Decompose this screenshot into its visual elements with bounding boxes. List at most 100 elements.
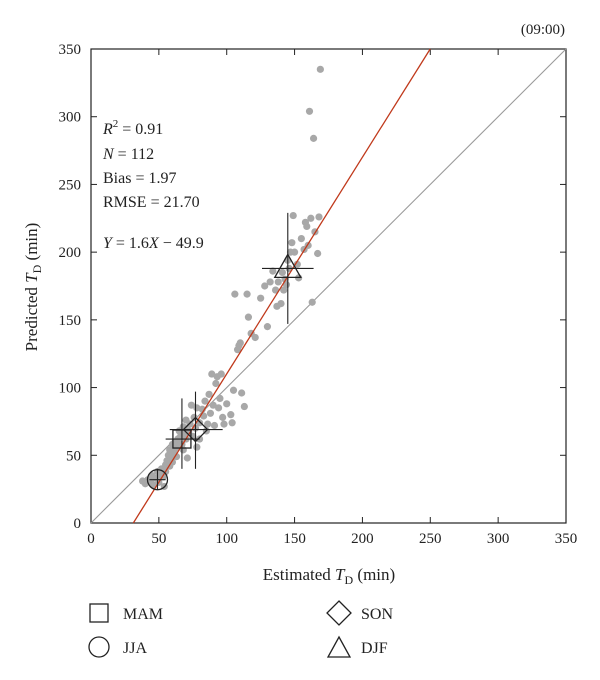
stat-bias: Bias = 1.97: [103, 170, 176, 187]
legend-label-son: SON: [361, 606, 393, 623]
data-point: [208, 370, 216, 378]
y-tick-label-250: 250: [59, 177, 82, 193]
x-tick-label-100: 100: [215, 531, 238, 547]
data-point: [228, 419, 236, 427]
y-tick-label-150: 150: [59, 313, 82, 329]
stat-n: N = 112: [102, 146, 154, 163]
data-point: [193, 443, 201, 451]
data-point: [274, 278, 282, 286]
legend-item-djf: DJF: [326, 635, 388, 658]
stat-r2: R2 = 0.91: [102, 118, 163, 138]
data-point: [200, 412, 208, 420]
data-point: [251, 333, 259, 342]
season-markers: [146, 212, 314, 491]
axis-ticks: 0 50 100 150 200 250 300 350 0 50 100 150 200 250 300 3…: [59, 42, 578, 547]
data-point: [314, 249, 322, 258]
x-axis-label: Estimated TD (min): [263, 565, 395, 587]
data-point: [216, 394, 224, 403]
data-point: [315, 213, 323, 221]
data-point: [172, 453, 181, 461]
data-point: [316, 65, 324, 73]
data-point: [308, 298, 316, 306]
data-point: [206, 409, 215, 417]
data-point: [263, 323, 272, 331]
y-tick-label-0: 0: [74, 516, 82, 532]
data-point: [227, 411, 235, 419]
data-point: [269, 267, 277, 275]
data-point: [214, 404, 223, 412]
data-point: [186, 420, 194, 428]
data-point: [209, 401, 217, 409]
y-tick-label-350: 350: [59, 42, 82, 58]
data-point: [290, 248, 299, 256]
season-marker-djf: [262, 212, 314, 324]
stat-rmse: RMSE = 21.70: [103, 194, 200, 211]
y-axis-label: Predicted TD (min): [22, 223, 44, 352]
data-point: [210, 421, 219, 430]
data-point: [204, 420, 212, 428]
y-tick-label-300: 300: [59, 110, 82, 126]
data-point: [205, 390, 213, 398]
diamond-marker: [182, 416, 209, 443]
data-point: [190, 413, 198, 421]
data-point: [212, 379, 220, 388]
regression-fit-line: [132, 48, 431, 524]
legend-circle-marker: [88, 636, 110, 658]
legend-label-mam: MAM: [123, 606, 163, 623]
legend-label-djf: DJF: [361, 640, 388, 657]
fit-line-group: [132, 48, 431, 524]
y-tick-label-100: 100: [59, 381, 82, 397]
x-tick-label-50: 50: [151, 531, 166, 547]
plot-area: [90, 48, 567, 524]
data-point: [240, 402, 248, 411]
triangle-marker: [273, 253, 302, 279]
data-point: [305, 107, 314, 115]
x-tick-label-350: 350: [555, 531, 578, 547]
data-point: [257, 294, 265, 302]
data-point: [278, 268, 286, 277]
data-point: [229, 386, 238, 394]
data-point: [297, 235, 305, 243]
corner-label: (09:00): [521, 22, 565, 38]
x-tick-label-200: 200: [351, 531, 374, 547]
data-point: [220, 420, 228, 428]
data-point: [243, 290, 251, 298]
data-point: [236, 339, 244, 347]
legend-square-marker: [89, 603, 109, 623]
fit-equation: Y = 1.6X − 49.9: [103, 235, 204, 252]
data-point: [183, 454, 191, 462]
plot-frame: [90, 48, 567, 524]
data-point: [307, 214, 315, 222]
y-tick-label-50: 50: [66, 448, 81, 464]
data-point: [261, 282, 269, 290]
data-point: [187, 401, 196, 409]
legend-item-mam: MAM: [89, 603, 163, 623]
data-point: [303, 222, 311, 231]
data-point: [231, 290, 239, 298]
x-tick-label-0: 0: [87, 531, 95, 547]
data-point: [293, 260, 301, 268]
legend-diamond-marker: [326, 600, 352, 626]
data-point: [289, 211, 297, 220]
data-point: [266, 278, 274, 286]
legend-item-jja: JJA: [88, 636, 147, 658]
data-point: [219, 413, 227, 421]
legend: MAM JJA SON DJF: [88, 600, 393, 658]
data-point: [244, 313, 253, 321]
data-point: [223, 400, 231, 408]
legend-triangle-marker: [326, 635, 352, 658]
data-point: [238, 389, 246, 397]
data-point: [217, 370, 225, 378]
x-tick-label-150: 150: [283, 531, 306, 547]
season-marker-son: [169, 391, 223, 469]
x-tick-label-250: 250: [419, 531, 442, 547]
data-point: [288, 239, 296, 247]
legend-item-son: SON: [326, 600, 393, 626]
legend-label-jja: JJA: [123, 640, 147, 657]
y-tick-label-200: 200: [59, 245, 82, 261]
data-point: [280, 286, 288, 294]
season-marker-jja: [146, 468, 169, 491]
circle-marker: [146, 469, 169, 491]
data-point: [277, 300, 285, 308]
